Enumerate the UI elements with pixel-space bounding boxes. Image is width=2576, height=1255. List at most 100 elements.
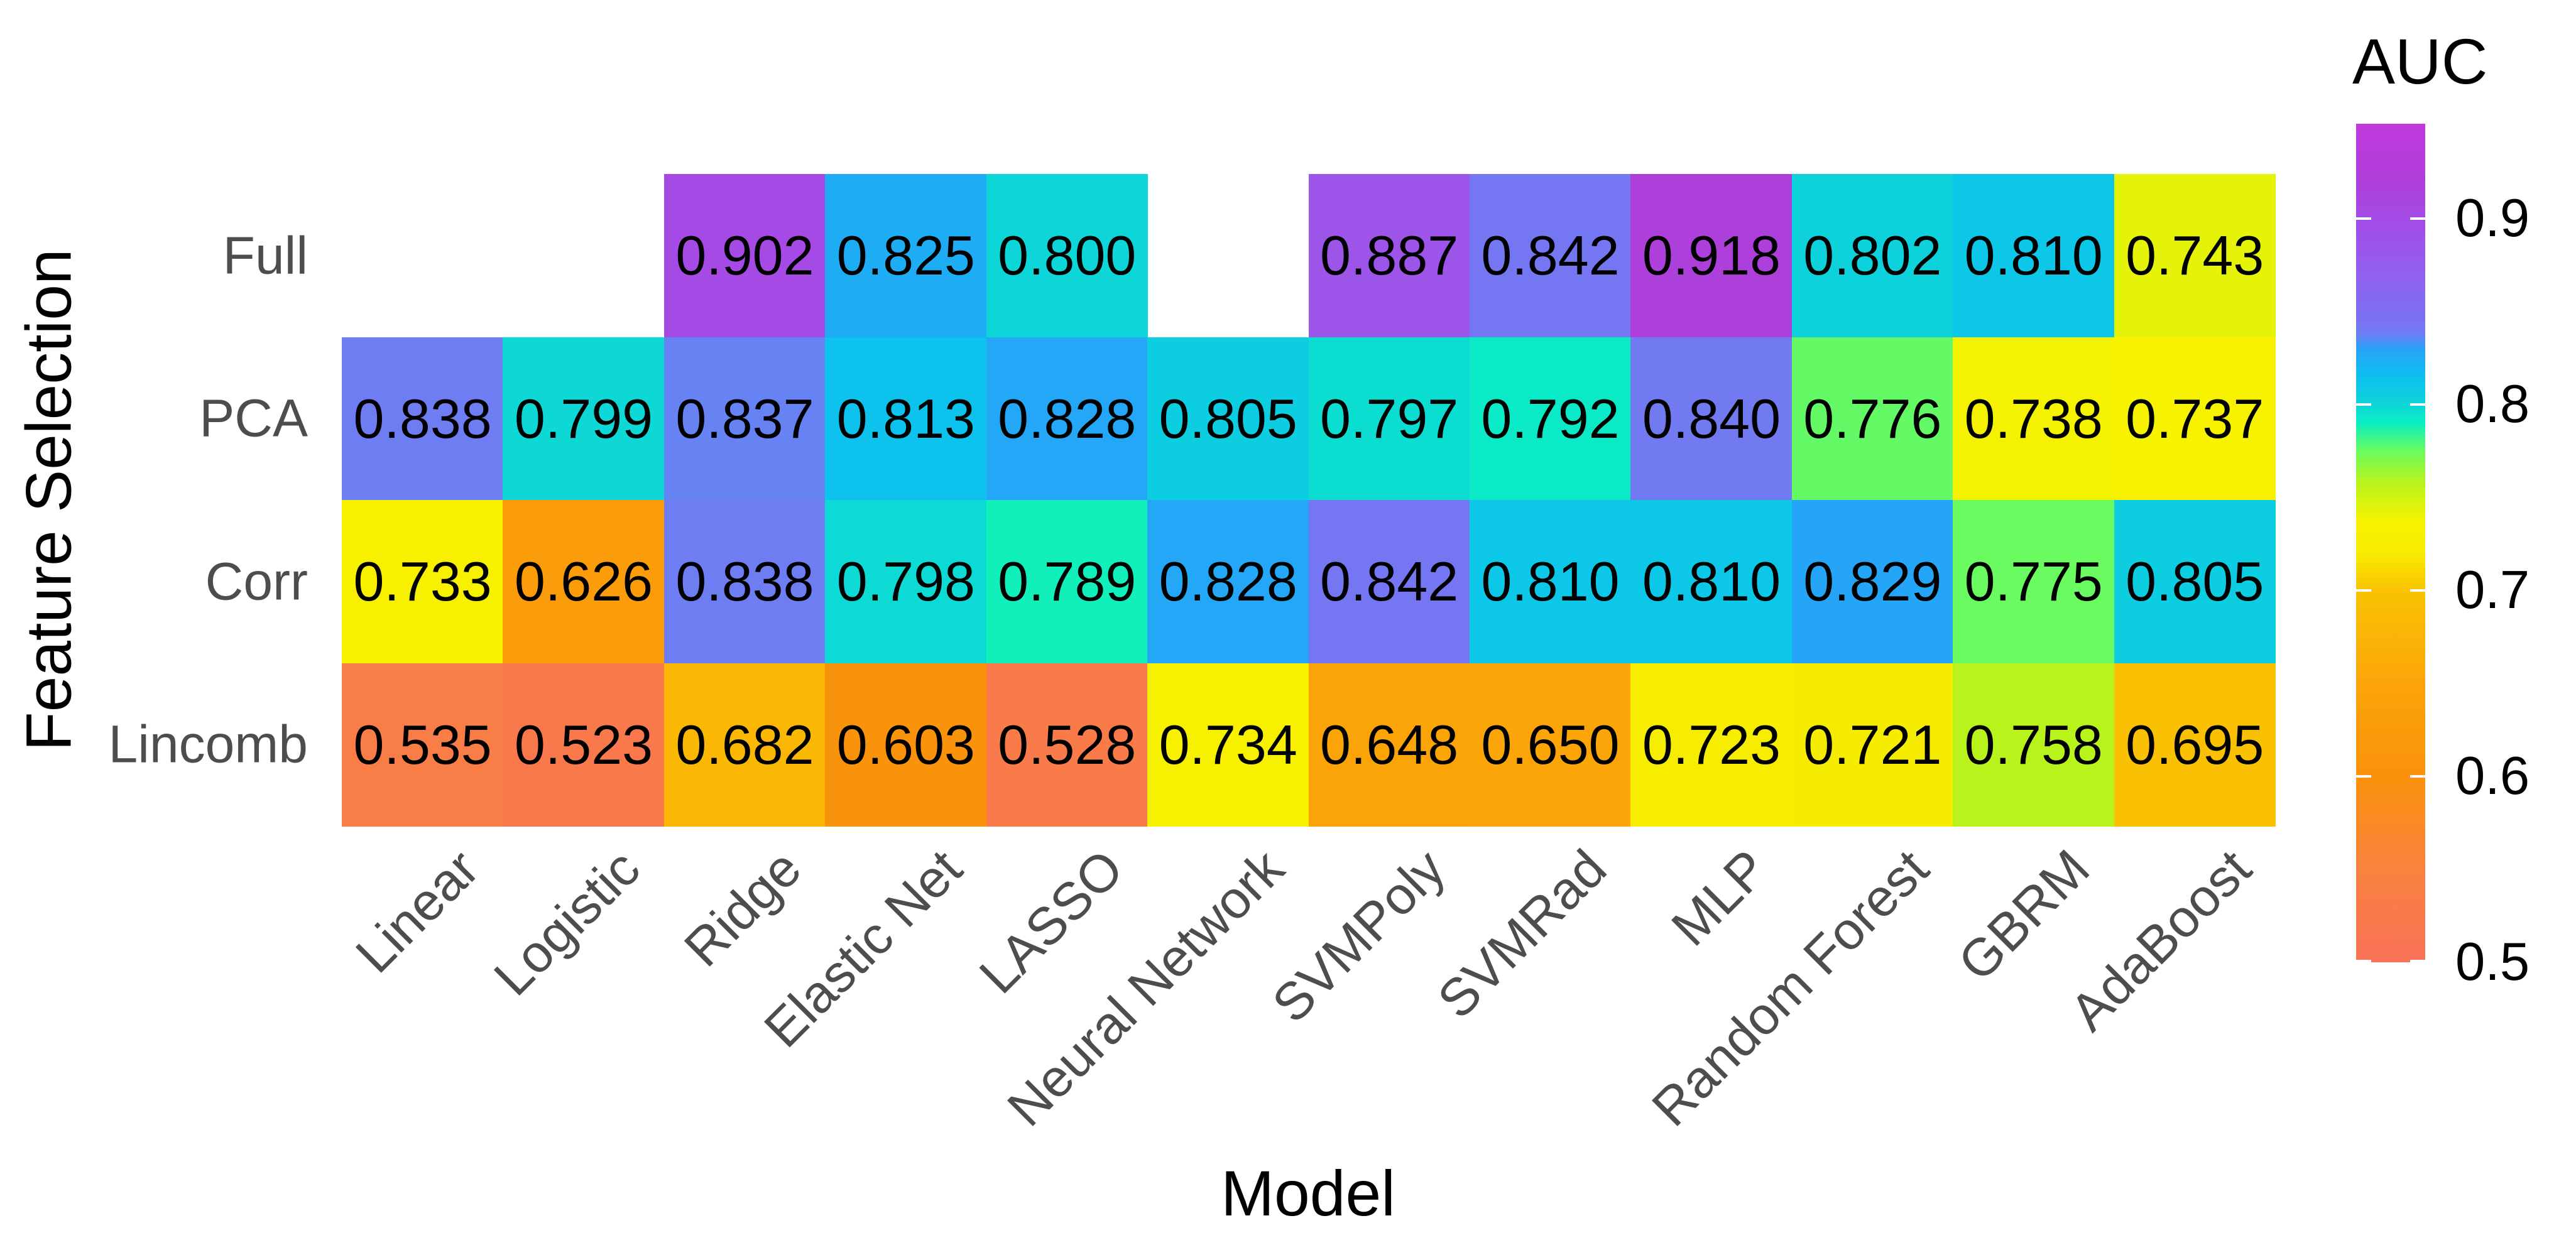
legend-tick-mark [2356, 403, 2371, 406]
heatmap-cell: 0.887 [1308, 174, 1470, 338]
cell-value: 0.902 [675, 224, 814, 287]
heatmap-cell: 0.743 [2114, 174, 2276, 338]
legend-tick-mark [2410, 774, 2425, 778]
legend-tick-mark [2356, 589, 2371, 592]
cell-value: 0.810 [1964, 224, 2103, 287]
y-tick-label: Lincomb [108, 714, 308, 774]
heatmap-cell: 0.810 [1953, 174, 2115, 338]
cell-value: 0.789 [998, 550, 1137, 613]
heatmap-cell: 0.800 [986, 174, 1148, 338]
cell-value: 0.805 [1159, 387, 1297, 450]
heatmap-cell: 0.902 [663, 174, 826, 338]
heatmap-cell: 0.776 [1791, 337, 1953, 501]
cell-value: 0.810 [1481, 550, 1620, 613]
heatmap-cell: 0.810 [1630, 500, 1793, 664]
heatmap-cell: 0.838 [663, 500, 826, 664]
heatmap-cell: 0.737 [2114, 337, 2276, 501]
cell-value: 0.828 [998, 387, 1137, 450]
x-tick-label: GBRM [1946, 838, 2101, 992]
legend-tick-label: 0.5 [2455, 932, 2530, 992]
heatmap-cell: 0.792 [1469, 337, 1632, 501]
heatmap-cell: 0.789 [986, 500, 1148, 664]
heatmap-cell: 0.805 [1147, 337, 1309, 501]
x-tick-label: Neural Network [996, 838, 1296, 1138]
cell-value: 0.887 [1319, 224, 1459, 287]
cell-value: 0.792 [1481, 387, 1620, 450]
heatmap-cell: 0.695 [2114, 663, 2276, 827]
x-tick-label: Logistic [482, 838, 651, 1007]
cell-value: 0.775 [1964, 550, 2103, 613]
cell-value: 0.758 [1964, 713, 2103, 776]
cell-value: 0.810 [1642, 550, 1781, 613]
heatmap-cell: 0.828 [986, 337, 1148, 501]
y-tick-label: PCA [199, 388, 308, 448]
cell-value: 0.829 [1803, 550, 1942, 613]
x-tick-label: SVMRad [1426, 838, 1618, 1030]
legend-tick-mark [2356, 217, 2371, 220]
heatmap-cell: 0.842 [1308, 500, 1470, 664]
y-tick-label: Full [222, 225, 308, 285]
cell-value: 0.734 [1159, 713, 1297, 776]
cell-value: 0.918 [1642, 224, 1781, 287]
legend-tick-label: 0.9 [2455, 188, 2530, 248]
legend-tick-label: 0.7 [2455, 560, 2530, 620]
cell-value: 0.648 [1319, 713, 1459, 776]
heatmap-cell: 0.918 [1630, 174, 1793, 338]
legend-tick-label: 0.8 [2455, 374, 2530, 434]
legend-title: AUC [2352, 26, 2488, 97]
cell-value: 0.535 [353, 713, 492, 776]
heatmap-cell: 0.734 [1147, 663, 1309, 827]
heatmap-cell: 0.838 [342, 337, 504, 501]
cell-value: 0.738 [1964, 387, 2103, 450]
cell-value: 0.838 [353, 387, 492, 450]
cell-value: 0.842 [1481, 224, 1620, 287]
legend-tick-mark [2410, 217, 2425, 220]
heatmap-cell: 0.802 [1791, 174, 1953, 338]
cell-value: 0.695 [2126, 713, 2264, 776]
heatmap-cell: 0.829 [1791, 500, 1953, 664]
heatmap-cell: 0.650 [1469, 663, 1632, 827]
legend-tick-label: 0.6 [2455, 746, 2530, 806]
cell-value: 0.650 [1481, 713, 1620, 776]
heatmap-cell: 0.723 [1630, 663, 1793, 827]
cell-value: 0.797 [1319, 387, 1459, 450]
cell-value: 0.733 [353, 550, 492, 613]
x-tick-label: Ridge [672, 838, 812, 978]
cell-value: 0.682 [675, 713, 814, 776]
x-tick-label: Random Forest [1640, 838, 1940, 1138]
heatmap-cell: 0.523 [503, 663, 665, 827]
legend-tick-mark [2410, 589, 2425, 592]
heatmap-cell: 0.842 [1469, 174, 1632, 338]
cell-value: 0.723 [1642, 713, 1781, 776]
cell-value: 0.825 [836, 224, 975, 287]
cell-value: 0.626 [514, 550, 653, 613]
heatmap-cell: 0.626 [503, 500, 665, 664]
cell-value: 0.799 [514, 387, 653, 450]
cell-value: 0.523 [514, 713, 653, 776]
cell-value: 0.721 [1803, 713, 1942, 776]
x-axis-title: Model [1221, 1158, 1395, 1229]
heatmap-cell: 0.810 [1469, 500, 1632, 664]
cell-value: 0.838 [675, 550, 814, 613]
heatmap-cell: 0.798 [825, 500, 987, 664]
cell-value: 0.528 [998, 713, 1137, 776]
heatmap-cell: 0.535 [342, 663, 504, 827]
cell-value: 0.828 [1159, 550, 1297, 613]
heatmap-cell: 0.603 [825, 663, 987, 827]
heatmap-cell: 0.738 [1953, 337, 2115, 501]
cell-value: 0.840 [1642, 387, 1781, 450]
heatmap-cell: 0.721 [1791, 663, 1953, 827]
legend-tick-mark [2356, 774, 2371, 778]
legend-tick-mark [2410, 960, 2425, 962]
cell-value: 0.800 [998, 224, 1137, 287]
cell-value: 0.743 [2126, 224, 2264, 287]
legend-tick-mark [2356, 960, 2371, 962]
heatmap-cell: 0.528 [986, 663, 1148, 827]
cell-value: 0.798 [836, 550, 975, 613]
heatmap-cell: 0.840 [1630, 337, 1793, 501]
legend-gradient-bar [2356, 124, 2425, 962]
heatmap-cell: 0.825 [825, 174, 987, 338]
cell-value: 0.737 [2126, 387, 2264, 450]
cell-value: 0.842 [1319, 550, 1459, 613]
